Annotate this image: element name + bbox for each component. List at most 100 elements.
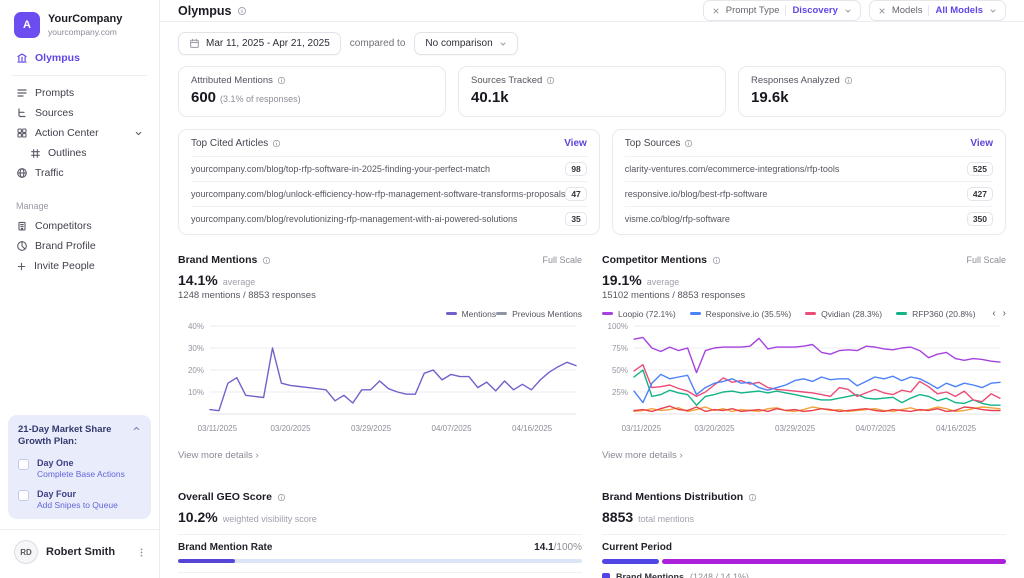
article-row[interactable]: yourcompany.com/blog/revolutionizing-rfp… bbox=[191, 206, 587, 231]
close-icon[interactable] bbox=[712, 7, 720, 15]
svg-text:75%: 75% bbox=[612, 344, 628, 353]
legend-prev-icon[interactable]: ‹ bbox=[992, 308, 995, 319]
sidebar-divider bbox=[12, 75, 147, 76]
full-scale-toggle[interactable]: Full Scale bbox=[542, 255, 582, 265]
task-subtitle: Add Snipes to Queue bbox=[37, 500, 118, 510]
growth-plan-title: 21-Day Market Share Growth Plan: bbox=[18, 424, 132, 448]
legend-item[interactable]: Previous Mentions bbox=[496, 309, 582, 319]
plan-task: Day One Complete Base Actions bbox=[18, 458, 141, 479]
filter-value: Discovery bbox=[792, 5, 837, 16]
source-row[interactable]: responsive.io/blog/best-rfp-software 427 bbox=[625, 181, 993, 206]
stat-value: 600 bbox=[191, 89, 216, 106]
geo-score-label: weighted visibility score bbox=[223, 514, 317, 524]
building-icon bbox=[16, 220, 28, 232]
task-title: Day Four bbox=[37, 489, 118, 499]
sidebar-item-label: Prompts bbox=[35, 87, 74, 99]
chevron-down-icon[interactable] bbox=[134, 129, 143, 138]
sidebar-item-action-center[interactable]: Action Center bbox=[8, 123, 151, 143]
section-title: Competitor Mentions bbox=[602, 254, 707, 266]
stat-label: Attributed Mentions bbox=[191, 75, 273, 86]
article-row[interactable]: yourcompany.com/blog/top-rfp-software-in… bbox=[191, 156, 587, 181]
sidebar-item-invite-people[interactable]: Invite People bbox=[8, 256, 151, 276]
plus-icon bbox=[16, 261, 27, 272]
filter-label: Models bbox=[892, 5, 923, 16]
top-cited-articles-card: Top Cited Articles View yourcompany.com/… bbox=[178, 129, 600, 235]
section-title: Brand Mentions Distribution bbox=[602, 491, 743, 503]
legend-label: Brand Mentions bbox=[616, 572, 684, 578]
mentions-distribution-section: Brand Mentions Distribution 8853 total m… bbox=[602, 491, 1006, 578]
sidebar-item-olympus[interactable]: Olympus bbox=[8, 48, 151, 68]
legend-swatch bbox=[690, 312, 701, 315]
sidebar-item-label: Action Center bbox=[35, 127, 99, 139]
svg-text:04/07/2025: 04/07/2025 bbox=[432, 424, 473, 433]
sidebar-item-outlines[interactable]: Outlines bbox=[8, 143, 151, 163]
average-label: average bbox=[223, 277, 256, 287]
source-row[interactable]: visme.co/blog/rfp-software 350 bbox=[625, 206, 993, 231]
manage-section-label: Manage bbox=[0, 183, 159, 216]
workspace-name: YourCompany bbox=[48, 13, 122, 26]
legend-next-icon[interactable]: › bbox=[1003, 308, 1006, 319]
article-row[interactable]: yourcompany.com/blog/unlock-efficiency-h… bbox=[191, 181, 587, 206]
workspace-switcher[interactable]: A YourCompany yourcompany.com bbox=[0, 8, 159, 48]
date-range-value: Mar 11, 2025 - Apr 21, 2025 bbox=[206, 38, 330, 49]
sidebar-item-sources[interactable]: Sources bbox=[8, 103, 151, 123]
more-vertical-icon[interactable] bbox=[136, 547, 147, 558]
sidebar-item-traffic[interactable]: Traffic bbox=[8, 163, 151, 183]
sidebar-item-brand-profile[interactable]: Brand Profile bbox=[8, 236, 151, 256]
source-url: clarity-ventures.com/ecommerce-integrati… bbox=[625, 164, 840, 174]
average-value: 19.1% bbox=[602, 272, 642, 288]
chevron-up-icon[interactable] bbox=[132, 424, 141, 448]
filter-chip-prompt-type[interactable]: Prompt Type Discovery bbox=[703, 0, 861, 21]
filter-chip-models[interactable]: Models All Models bbox=[869, 0, 1006, 21]
legend-label: Loopio (72.1%) bbox=[618, 309, 676, 319]
legend-item[interactable]: Responsive.io (35.5%) bbox=[690, 309, 792, 319]
info-icon bbox=[546, 76, 555, 85]
list-icon bbox=[16, 87, 28, 99]
progress-track bbox=[178, 559, 582, 563]
sidebar-item-prompts[interactable]: Prompts bbox=[8, 83, 151, 103]
plan-task: Day Four Add Snipes to Queue bbox=[18, 489, 141, 510]
company-logo: A bbox=[14, 12, 40, 38]
competitor-mentions-legend: Loopio (72.1%) Responsive.io (35.5%) Qvidi… bbox=[602, 309, 986, 319]
sidebar-item-label: Sources bbox=[35, 107, 74, 119]
legend-label: RFP360 (20.8%) bbox=[912, 309, 975, 319]
legend-item[interactable]: Qvidian (28.3%) bbox=[805, 309, 882, 319]
full-scale-toggle[interactable]: Full Scale bbox=[966, 255, 1006, 265]
legend-item[interactable]: Loopio (72.1%) bbox=[602, 309, 676, 319]
task-checkbox[interactable] bbox=[18, 490, 29, 501]
close-icon[interactable] bbox=[878, 7, 886, 15]
average-value: 14.1% bbox=[178, 272, 218, 288]
filter-value: All Models bbox=[935, 5, 983, 16]
sidebar-item-label: Brand Profile bbox=[35, 240, 96, 252]
sidebar-item-competitors[interactable]: Competitors bbox=[8, 216, 151, 236]
citation-count-badge: 35 bbox=[565, 212, 586, 226]
user-menu[interactable]: RD Robert Smith bbox=[0, 529, 159, 578]
competitor-mentions-section: Competitor Mentions Full Scale 19.1% ave… bbox=[602, 254, 1006, 461]
task-checkbox[interactable] bbox=[18, 459, 29, 470]
svg-text:30%: 30% bbox=[188, 344, 204, 353]
view-more-link[interactable]: View more details › bbox=[602, 450, 1006, 461]
svg-text:03/29/2025: 03/29/2025 bbox=[775, 424, 816, 433]
view-link[interactable]: View bbox=[564, 138, 587, 149]
legend-item[interactable]: Mentions bbox=[446, 309, 497, 319]
view-more-link[interactable]: View more details › bbox=[178, 450, 582, 461]
comparison-select[interactable]: No comparison bbox=[414, 32, 517, 55]
page-header: Olympus Prompt Type Discovery bbox=[160, 0, 1024, 22]
sidebar-item-label: Invite People bbox=[34, 260, 95, 272]
distribution-stacked-bar bbox=[602, 559, 1006, 564]
svg-text:03/11/2025: 03/11/2025 bbox=[198, 424, 238, 433]
source-row[interactable]: clarity-ventures.com/ecommerce-integrati… bbox=[625, 156, 993, 181]
legend-swatch bbox=[446, 312, 457, 315]
legend-swatch bbox=[805, 312, 816, 315]
date-range-picker[interactable]: Mar 11, 2025 - Apr 21, 2025 bbox=[178, 32, 341, 55]
view-link[interactable]: View bbox=[970, 138, 993, 149]
competitor-mentions-legend-row: Loopio (72.1%) Responsive.io (35.5%) Qvidi… bbox=[602, 307, 1006, 320]
legend-label: Mentions bbox=[462, 309, 497, 319]
chevron-down-icon bbox=[989, 7, 997, 15]
mentions-summary: 15102 mentions / 8853 responses bbox=[602, 290, 1006, 301]
legend-item[interactable]: RFP360 (20.8%) bbox=[896, 309, 975, 319]
brand-mentions-chart: 10%20%30%40%03/11/202503/20/202503/29/20… bbox=[178, 320, 582, 438]
globe-icon bbox=[16, 167, 28, 179]
legend-label: Previous Mentions bbox=[512, 309, 582, 319]
current-period-block: Current Period Brand Mentions(1248 / 14.… bbox=[602, 534, 1006, 578]
